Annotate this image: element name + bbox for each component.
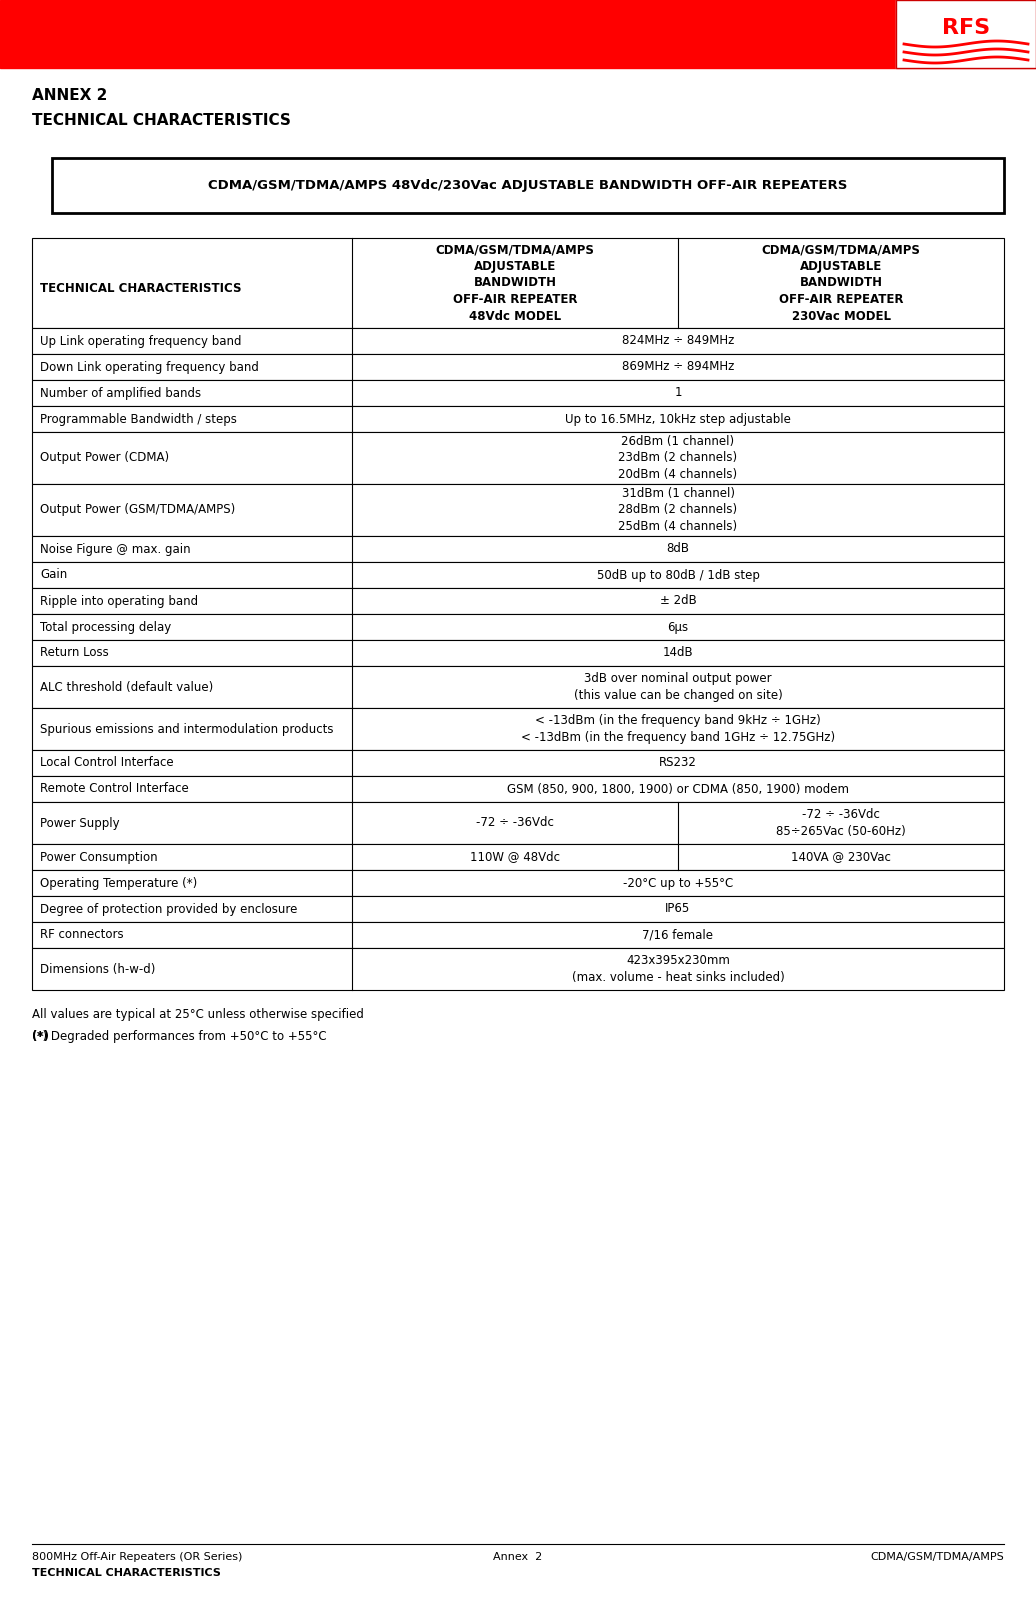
Text: CDMA/GSM/TDMA/AMPS
ADJUSTABLE
BANDWIDTH
OFF-AIR REPEATER
48Vdc MODEL: CDMA/GSM/TDMA/AMPS ADJUSTABLE BANDWIDTH … <box>435 243 595 322</box>
Text: Gain: Gain <box>40 569 67 582</box>
Text: Noise Figure @ max. gain: Noise Figure @ max. gain <box>40 543 191 556</box>
Text: 7/16 female: 7/16 female <box>642 929 714 941</box>
Text: -72 ÷ -36Vdc
85÷265Vac (50-60Hz): -72 ÷ -36Vdc 85÷265Vac (50-60Hz) <box>776 808 905 838</box>
Bar <box>32 870 1004 896</box>
Text: (*): (*) <box>32 1030 49 1043</box>
Text: Local Control Interface: Local Control Interface <box>40 756 174 769</box>
Text: TECHNICAL CHARACTERISTICS: TECHNICAL CHARACTERISTICS <box>40 282 241 295</box>
Text: Power Supply: Power Supply <box>40 817 119 830</box>
Text: 14dB: 14dB <box>663 646 693 659</box>
Text: Output Power (GSM/TDMA/AMPS): Output Power (GSM/TDMA/AMPS) <box>40 503 235 516</box>
Text: 1: 1 <box>674 387 682 400</box>
Text: 26dBm (1 channel)
23dBm (2 channels)
20dBm (4 channels): 26dBm (1 channel) 23dBm (2 channels) 20d… <box>618 435 738 480</box>
Bar <box>32 355 1004 380</box>
Text: Dimensions (h-w-d): Dimensions (h-w-d) <box>40 962 155 975</box>
Bar <box>32 239 1004 327</box>
Bar <box>32 614 1004 640</box>
Bar <box>32 948 1004 990</box>
Text: RF connectors: RF connectors <box>40 929 123 941</box>
Bar <box>32 406 1004 432</box>
Text: 110W @ 48Vdc: 110W @ 48Vdc <box>470 851 560 864</box>
Text: -20°C up to +55°C: -20°C up to +55°C <box>623 877 733 890</box>
Text: Spurious emissions and intermodulation products: Spurious emissions and intermodulation p… <box>40 722 334 735</box>
Text: Degree of protection provided by enclosure: Degree of protection provided by enclosu… <box>40 903 297 916</box>
Text: RFS: RFS <box>942 18 990 39</box>
Bar <box>896 0 1036 68</box>
Text: Power Consumption: Power Consumption <box>40 851 157 864</box>
Text: < -13dBm (in the frequency band 9kHz ÷ 1GHz)
< -13dBm (in the frequency band 1GH: < -13dBm (in the frequency band 9kHz ÷ 1… <box>521 714 835 743</box>
Text: 50dB up to 80dB / 1dB step: 50dB up to 80dB / 1dB step <box>597 569 759 582</box>
Bar <box>32 537 1004 563</box>
Bar <box>32 327 1004 355</box>
Bar <box>32 896 1004 922</box>
Text: 31dBm (1 channel)
28dBm (2 channels)
25dBm (4 channels): 31dBm (1 channel) 28dBm (2 channels) 25d… <box>618 487 738 534</box>
Text: All values are typical at 25°C unless otherwise specified: All values are typical at 25°C unless ot… <box>32 1008 364 1020</box>
Text: Up to 16.5MHz, 10kHz step adjustable: Up to 16.5MHz, 10kHz step adjustable <box>565 413 790 426</box>
Text: Up Link operating frequency band: Up Link operating frequency band <box>40 335 241 348</box>
Bar <box>32 432 1004 484</box>
Text: Total processing delay: Total processing delay <box>40 621 171 634</box>
Text: 8dB: 8dB <box>666 543 690 556</box>
Text: 423x395x230mm
(max. volume - heat sinks included): 423x395x230mm (max. volume - heat sinks … <box>572 954 784 983</box>
Text: 140VA @ 230Vac: 140VA @ 230Vac <box>792 851 891 864</box>
Bar <box>32 484 1004 537</box>
Text: Down Link operating frequency band: Down Link operating frequency band <box>40 361 259 374</box>
Bar <box>32 922 1004 948</box>
Bar <box>32 380 1004 406</box>
Bar <box>32 750 1004 775</box>
Text: (*) Degraded performances from +50°C to +55°C: (*) Degraded performances from +50°C to … <box>32 1030 326 1043</box>
Text: 800MHz Off-Air Repeaters (OR Series): 800MHz Off-Air Repeaters (OR Series) <box>32 1552 242 1562</box>
Text: IP65: IP65 <box>665 903 691 916</box>
Bar <box>32 563 1004 588</box>
Text: 6μs: 6μs <box>667 621 689 634</box>
Text: CDMA/GSM/TDMA/AMPS
ADJUSTABLE
BANDWIDTH
OFF-AIR REPEATER
230Vac MODEL: CDMA/GSM/TDMA/AMPS ADJUSTABLE BANDWIDTH … <box>761 243 920 322</box>
Text: Ripple into operating band: Ripple into operating band <box>40 595 198 608</box>
Text: ALC threshold (default value): ALC threshold (default value) <box>40 680 213 693</box>
Text: -72 ÷ -36Vdc: -72 ÷ -36Vdc <box>477 817 554 830</box>
Bar <box>32 708 1004 750</box>
Text: GSM (850, 900, 1800, 1900) or CDMA (850, 1900) modem: GSM (850, 900, 1800, 1900) or CDMA (850,… <box>507 782 848 795</box>
Text: 3dB over nominal output power
(this value can be changed on site): 3dB over nominal output power (this valu… <box>574 672 782 701</box>
Text: Operating Temperature (*): Operating Temperature (*) <box>40 877 197 890</box>
Bar <box>896 0 1036 68</box>
Text: Annex  2: Annex 2 <box>493 1552 543 1562</box>
Bar <box>52 158 1004 213</box>
Bar <box>32 803 1004 845</box>
Text: ANNEX 2: ANNEX 2 <box>32 89 108 103</box>
Text: Number of amplified bands: Number of amplified bands <box>40 387 201 400</box>
Bar <box>32 640 1004 666</box>
Bar <box>32 588 1004 614</box>
Bar <box>32 845 1004 870</box>
Text: CDMA/GSM/TDMA/AMPS: CDMA/GSM/TDMA/AMPS <box>870 1552 1004 1562</box>
Text: RS232: RS232 <box>659 756 697 769</box>
Bar <box>0 0 1036 68</box>
Bar <box>32 775 1004 803</box>
Text: Programmable Bandwidth / steps: Programmable Bandwidth / steps <box>40 413 237 426</box>
Text: Return Loss: Return Loss <box>40 646 109 659</box>
Text: 869MHz ÷ 894MHz: 869MHz ÷ 894MHz <box>622 361 735 374</box>
Bar <box>32 666 1004 708</box>
Text: Output Power (CDMA): Output Power (CDMA) <box>40 451 169 464</box>
Text: 824MHz ÷ 849MHz: 824MHz ÷ 849MHz <box>622 335 735 348</box>
Text: ± 2dB: ± 2dB <box>660 595 696 608</box>
Text: TECHNICAL CHARACTERISTICS: TECHNICAL CHARACTERISTICS <box>32 1568 221 1578</box>
Text: TECHNICAL CHARACTERISTICS: TECHNICAL CHARACTERISTICS <box>32 113 291 127</box>
Text: CDMA/GSM/TDMA/AMPS 48Vdc/230Vac ADJUSTABLE BANDWIDTH OFF-AIR REPEATERS: CDMA/GSM/TDMA/AMPS 48Vdc/230Vac ADJUSTAB… <box>208 179 847 192</box>
Text: Remote Control Interface: Remote Control Interface <box>40 782 189 795</box>
